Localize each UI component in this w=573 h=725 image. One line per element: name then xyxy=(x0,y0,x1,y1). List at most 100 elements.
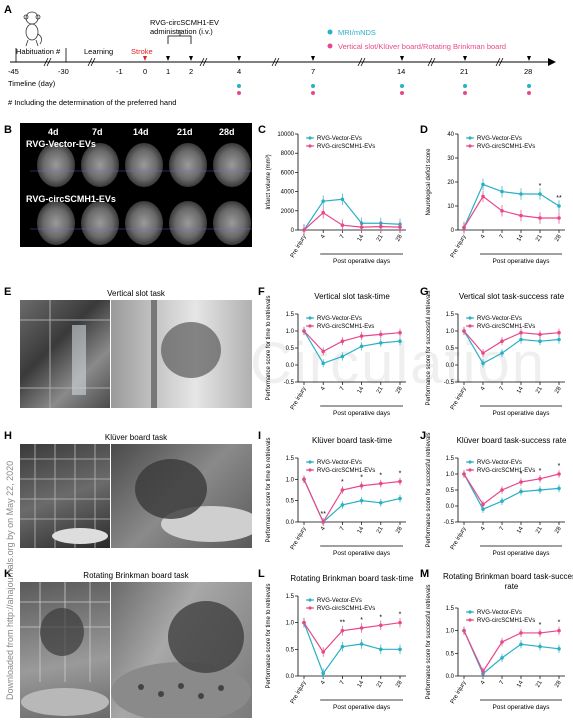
x-tick-label: Pre injury xyxy=(290,680,308,705)
data-point xyxy=(557,337,561,342)
legend-tasks: Vertical slot/Klüver board/Rotating Brin… xyxy=(338,42,507,51)
series-line xyxy=(303,479,401,523)
y-tick-label: 0.0 xyxy=(446,363,455,369)
brinkman-board-title: Rotating Brinkman board task xyxy=(83,571,189,580)
x-tick-label: 28 xyxy=(395,233,404,242)
data-point xyxy=(302,620,306,625)
data-point xyxy=(557,216,561,220)
data-point xyxy=(398,496,402,501)
y-tick-label: 40 xyxy=(447,132,454,138)
tick-label: 14 xyxy=(397,67,406,76)
x-tick-label: 4 xyxy=(320,385,327,391)
chart-l: Rotating Brinkman board task-time 0.0 0.5 1… xyxy=(266,574,414,711)
tick-label: 4 xyxy=(237,67,242,76)
legend-marker xyxy=(468,316,472,320)
chart-title: Klüver board task-time xyxy=(312,436,393,445)
data-point xyxy=(500,339,504,343)
significance-mark: * xyxy=(399,612,402,619)
data-point xyxy=(302,477,306,482)
data-point xyxy=(359,498,364,503)
x-tick-label: 21 xyxy=(376,385,385,394)
chart-f: Vertical slot task-time -0.5 0.0 0.5 1.0 1.5 P… xyxy=(266,292,406,417)
data-point xyxy=(340,644,345,649)
tick-label: -45 xyxy=(8,67,19,76)
panel-label-f: F xyxy=(258,286,265,298)
y-tick-label: 1.5 xyxy=(446,312,455,318)
x-tick-label: 28 xyxy=(395,385,404,394)
data-point xyxy=(538,216,542,220)
panel-label-e: E xyxy=(4,286,12,298)
x-tick-label: 4 xyxy=(320,679,327,685)
timeline-habituation: Habituation # xyxy=(16,47,61,56)
panel-label-i: I xyxy=(258,430,262,442)
data-point xyxy=(379,332,383,337)
data-point xyxy=(379,623,383,628)
data-point xyxy=(538,477,542,481)
timeline-learning: Learning xyxy=(84,47,114,56)
series-line xyxy=(303,198,401,231)
x-axis-label: Post operative days xyxy=(333,550,391,557)
x-tick-label: 28 xyxy=(554,679,563,688)
y-tick-label: 0.5 xyxy=(286,647,295,653)
tick-label: 28 xyxy=(524,67,533,76)
chart-j: Klüver board task-success rate -0.5 0.0 0.5… xyxy=(426,432,567,557)
vertical-slot-photo-2 xyxy=(111,300,252,408)
y-tick-label: 10000 xyxy=(277,132,294,138)
y-tick-label: 6000 xyxy=(281,170,295,176)
legend-marker xyxy=(468,324,472,328)
x-axis-label: Post operative days xyxy=(492,410,550,417)
data-point xyxy=(500,189,504,194)
y-axis-label: Performance score for successful retriev… xyxy=(426,432,432,547)
x-tick-label: 7 xyxy=(339,233,346,239)
data-point xyxy=(379,341,383,345)
vertical-slot-title: Vertical slot task xyxy=(107,289,165,298)
data-point xyxy=(481,194,485,199)
data-point xyxy=(519,337,523,342)
significance-mark: ** xyxy=(340,620,346,627)
legend-label: RVG-Vector-EVs xyxy=(317,460,362,466)
chart-i: Klüver board task-time 0.0 0.5 1.0 1.5 Perfor… xyxy=(266,436,406,557)
data-point xyxy=(519,480,523,484)
legend-marker xyxy=(468,468,472,472)
tick-label: 0 xyxy=(143,67,148,76)
y-tick-label: 0 xyxy=(451,228,455,234)
x-tick-label: Pre injury xyxy=(290,526,308,551)
y-tick-label: 0 xyxy=(291,228,295,234)
legend-marker xyxy=(308,606,312,610)
data-point xyxy=(321,520,325,524)
y-tick-label: 30 xyxy=(447,156,454,162)
y-tick-label: 1.5 xyxy=(286,312,295,318)
legend-label: RVG-circSCMH1-EVs xyxy=(477,468,535,474)
x-axis-label: Post operative days xyxy=(333,258,391,265)
x-tick-label: 21 xyxy=(376,679,385,688)
data-point xyxy=(379,481,383,486)
data-point xyxy=(398,620,402,625)
y-axis-label: Performance score for successful retriev… xyxy=(426,290,432,405)
x-tick-label: 14 xyxy=(516,525,525,534)
data-point xyxy=(359,483,364,488)
y-axis-label: Neurological deficit score xyxy=(426,148,432,216)
x-tick-label: 7 xyxy=(499,679,506,685)
data-point xyxy=(519,489,523,494)
data-point xyxy=(340,354,345,359)
data-point xyxy=(379,501,383,505)
mri-row-vector: RVG-Vector-EVs xyxy=(26,139,96,149)
x-tick-label: 28 xyxy=(395,679,404,688)
significance-mark: * xyxy=(360,617,363,624)
y-tick-label: 0.0 xyxy=(446,504,455,510)
data-point xyxy=(557,472,561,476)
tick-label: 7 xyxy=(311,67,316,76)
timeline-footnote: # Including the determination of the pre… xyxy=(8,98,177,107)
x-tick-label: Pre injury xyxy=(290,386,308,411)
tick-label: 1 xyxy=(166,67,171,76)
data-point xyxy=(481,361,485,366)
x-tick-label: 7 xyxy=(499,233,506,239)
panel-label-g: G xyxy=(420,286,429,298)
panel-label-m: M xyxy=(420,568,430,580)
y-tick-label: 0.0 xyxy=(286,363,295,369)
data-point xyxy=(398,225,402,229)
legend-label: RVG-Vector-EVs xyxy=(477,460,522,466)
legend-marker xyxy=(308,324,312,328)
data-point xyxy=(519,330,523,335)
y-tick-label: 0.5 xyxy=(446,651,455,657)
